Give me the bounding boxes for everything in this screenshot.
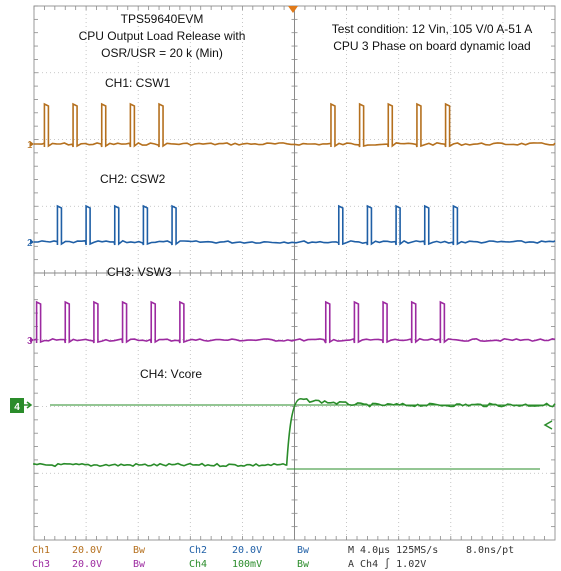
ch1-label: CH1: CSW1: [105, 76, 171, 90]
ch2-trace: [34, 204, 556, 246]
ch4-marker: 4: [14, 402, 20, 413]
ch4-marker-box: [10, 398, 24, 413]
ch4-marker-arrow-icon: [24, 401, 33, 409]
ch2-label: CH2: CSW2: [100, 172, 166, 186]
status-row2-item: 100mV: [232, 559, 262, 570]
status-row2-item: Bw: [297, 559, 310, 570]
ch1-trace: [34, 102, 556, 148]
ch2-marker-arrow-icon: [30, 239, 34, 245]
ch3-label: CH3: VSW3: [107, 265, 172, 279]
status-row2-item: 20.0V: [72, 559, 102, 570]
status-row2-item: Ch3: [32, 559, 50, 570]
status-row1-item: Bw: [133, 545, 146, 556]
title-line-3: OSR/USR = 20 k (Min): [101, 46, 223, 60]
title-line-2: CPU Output Load Release with: [79, 29, 246, 43]
ch4-label: CH4: Vcore: [140, 367, 202, 381]
test-condition-line-1: Test condition: 12 Vin, 105 V/0 A-51 A: [332, 22, 533, 36]
title-line-1: TPS59640EVM: [121, 12, 204, 26]
graticule: [33, 5, 556, 541]
status-row1-item: Ch1: [32, 545, 50, 556]
status-row2-item: Ch4: [189, 559, 207, 570]
status-row1-item: 20.0V: [72, 545, 102, 556]
status-row1-item: Ch2: [189, 545, 207, 556]
trigger-position-marker: [288, 6, 298, 13]
status-row2-item: A Ch4 ∫ 1.02V: [348, 558, 426, 570]
status-row1-item: Bw: [297, 545, 310, 556]
status-row1-item: M 4.0µs 125MS/s: [348, 545, 438, 556]
ch3-trace: [33, 300, 556, 344]
waveforms: [33, 102, 556, 470]
test-condition-line-2: CPU 3 Phase on board dynamic load: [333, 39, 530, 53]
status-row2-item: Bw: [133, 559, 146, 570]
status-row1-item: 20.0V: [232, 545, 262, 556]
trigger-level-arrow-icon: [543, 420, 553, 430]
ch1-marker-arrow-icon: [30, 141, 34, 147]
status-bar: Ch1 20.0V Bw Ch2 20.0V Bw M 4.0µs 125MS/s 8.0ns…: [32, 545, 514, 570]
status-row1-item: 8.0ns/pt: [466, 545, 514, 556]
ch3-marker-arrow-icon: [30, 337, 34, 343]
